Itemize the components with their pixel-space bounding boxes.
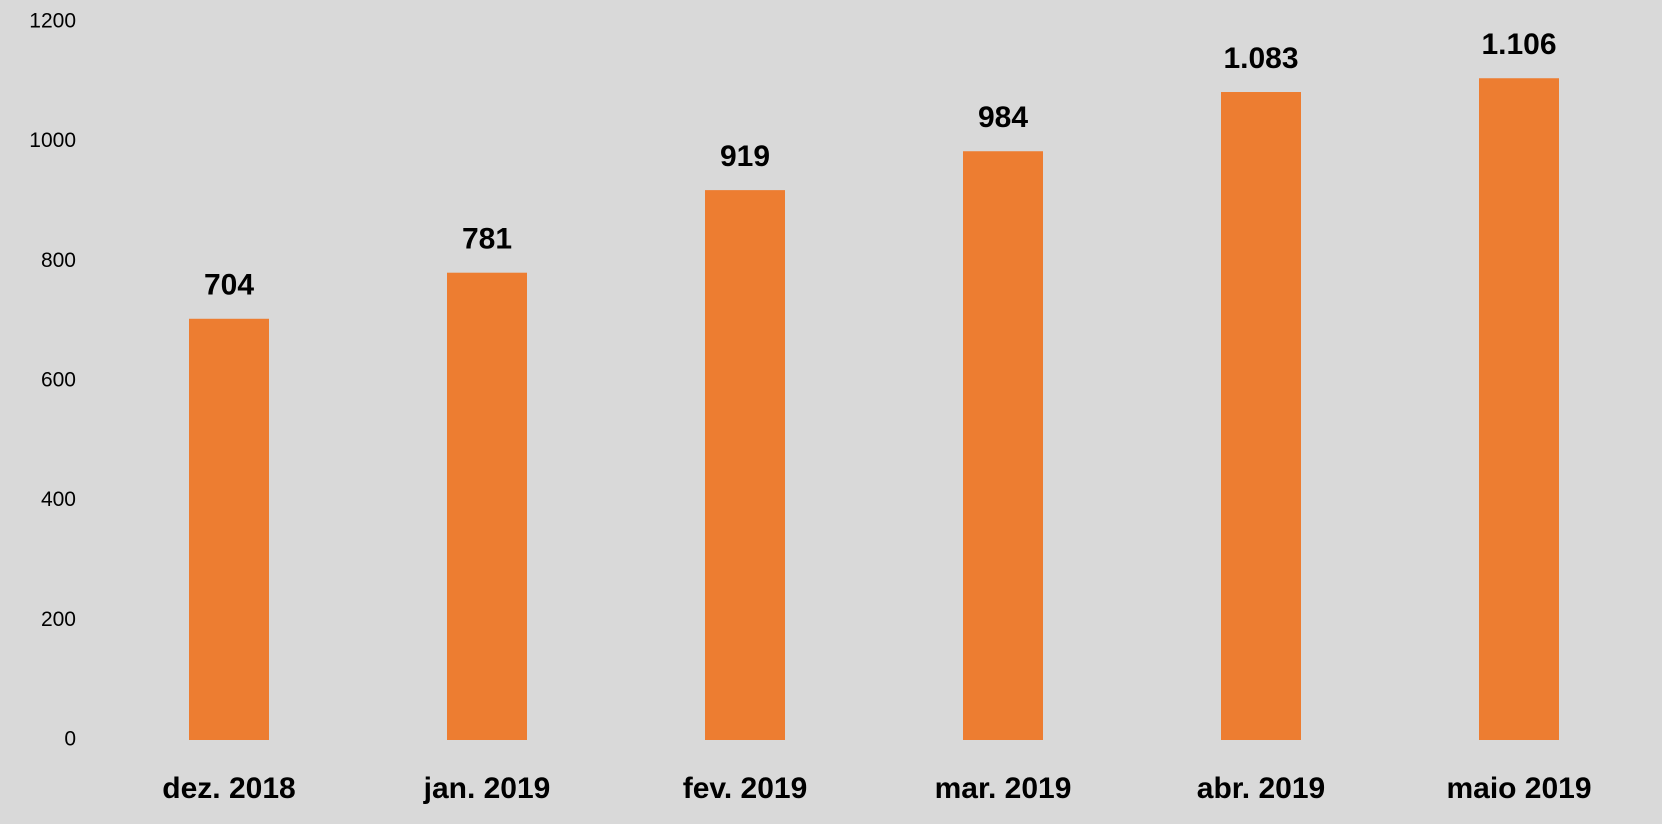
bar <box>705 190 785 741</box>
x-tick-label: fev. 2019 <box>683 772 808 805</box>
data-label: 984 <box>978 101 1028 134</box>
data-label: 1.083 <box>1223 42 1298 75</box>
data-label: 704 <box>204 269 254 302</box>
x-tick-label: mar. 2019 <box>935 772 1072 805</box>
y-tick-label: 1000 <box>29 129 76 152</box>
y-tick-label: 600 <box>41 369 76 392</box>
data-label: 781 <box>462 223 512 256</box>
data-label: 1.106 <box>1481 28 1556 61</box>
bar <box>1479 78 1559 740</box>
x-tick-label: dez. 2018 <box>162 772 295 805</box>
bar <box>189 318 269 740</box>
y-tick-label: 1200 <box>29 10 76 33</box>
y-tick-label: 800 <box>41 249 76 272</box>
x-tick-label: abr. 2019 <box>1197 772 1325 805</box>
bar <box>963 151 1043 741</box>
x-tick-label: jan. 2019 <box>423 772 551 805</box>
y-tick-label: 400 <box>41 488 76 511</box>
x-tick-label: maio 2019 <box>1446 772 1591 805</box>
y-tick-label: 0 <box>64 728 76 751</box>
bar <box>447 272 527 740</box>
data-label: 919 <box>720 140 770 173</box>
bar <box>1221 92 1301 740</box>
y-tick-label: 200 <box>41 608 76 631</box>
